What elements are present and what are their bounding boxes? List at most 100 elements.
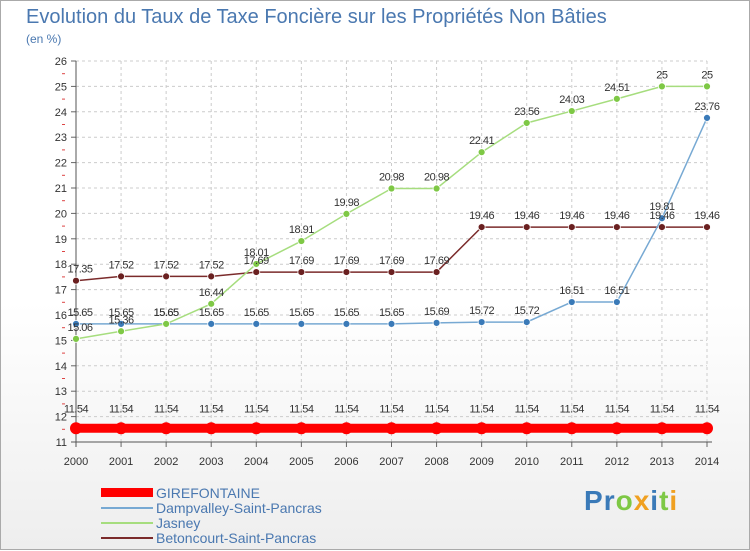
data-point xyxy=(567,298,576,306)
data-label: 11.54 xyxy=(695,403,720,415)
data-label: 19.98 xyxy=(334,197,359,209)
data-label: 15.72 xyxy=(469,305,494,317)
data-label: 15.36 xyxy=(109,314,134,326)
data-point xyxy=(252,319,261,328)
data-point xyxy=(162,272,171,281)
y-tick-label: 11 xyxy=(56,437,67,449)
data-label: 11.54 xyxy=(334,403,359,415)
x-tick-label: 2006 xyxy=(334,456,358,468)
data-label: 15.65 xyxy=(67,307,92,319)
data-point xyxy=(475,422,488,435)
legend-swatch xyxy=(101,507,153,509)
data-label: 17.69 xyxy=(334,255,359,267)
data-label: 15.65 xyxy=(154,307,179,319)
data-label: 11.54 xyxy=(199,403,224,415)
data-point xyxy=(115,422,128,435)
x-tick-label: 2000 xyxy=(64,456,88,468)
x-tick-label: 2008 xyxy=(424,456,448,468)
data-label: 15.65 xyxy=(154,307,179,319)
data-point xyxy=(567,107,576,115)
x-tick-label: 2003 xyxy=(199,456,223,468)
data-point xyxy=(297,319,306,328)
data-point xyxy=(432,318,441,327)
data-point xyxy=(701,422,713,435)
x-tick-label: 2007 xyxy=(379,456,403,468)
data-point xyxy=(387,184,396,193)
data-point xyxy=(610,422,623,435)
data-point xyxy=(612,223,621,232)
y-tick-label: 18 xyxy=(55,259,67,271)
data-label: 11.54 xyxy=(379,403,404,415)
data-label: 11.54 xyxy=(244,403,269,415)
y-tick-label: 22 xyxy=(55,158,67,170)
y-tick-label: 16 xyxy=(55,310,67,322)
data-label: 17.69 xyxy=(379,255,404,267)
data-label: 15.65 xyxy=(289,307,314,319)
data-label: 19.46 xyxy=(559,210,584,222)
y-tick-label: 19 xyxy=(55,234,67,246)
data-point xyxy=(250,422,263,435)
data-point xyxy=(342,210,351,218)
y-tick-label: 17 xyxy=(55,285,67,297)
data-point xyxy=(567,223,576,232)
data-point xyxy=(117,327,125,336)
y-tick-label: 12 xyxy=(55,412,67,424)
data-label: 15.69 xyxy=(424,306,449,318)
data-point xyxy=(207,319,216,328)
data-label: 15.65 xyxy=(379,307,404,319)
data-label: 15.65 xyxy=(244,307,269,319)
data-label: 19.46 xyxy=(694,210,719,222)
data-label: 17.35 xyxy=(67,264,92,276)
logo-letter: P xyxy=(584,485,604,516)
data-point xyxy=(703,82,711,91)
data-label: 11.54 xyxy=(515,403,540,415)
data-point xyxy=(342,319,351,328)
data-point xyxy=(72,334,80,343)
data-label: 11.54 xyxy=(470,403,495,415)
data-label: 17.52 xyxy=(154,259,179,271)
data-label: 18.91 xyxy=(289,224,314,236)
logo-letter: x xyxy=(633,485,651,516)
x-tick-label: 2002 xyxy=(154,456,178,468)
data-label: 11.54 xyxy=(64,403,89,415)
data-label: 11.54 xyxy=(289,403,314,415)
y-tick-label: 21 xyxy=(55,183,67,195)
y-tick-label: 24 xyxy=(55,107,67,119)
x-tick-label: 2004 xyxy=(244,456,268,468)
data-point xyxy=(658,82,666,91)
data-label: 17.52 xyxy=(109,259,134,271)
data-point xyxy=(522,119,531,127)
data-point xyxy=(432,268,441,276)
data-label: 11.54 xyxy=(650,403,675,415)
data-point xyxy=(612,298,621,306)
data-point xyxy=(72,276,80,285)
y-tick-label: 13 xyxy=(55,386,67,398)
y-axis-unit-label: (en %) xyxy=(26,32,62,46)
data-point xyxy=(477,318,486,327)
y-tick-label: 20 xyxy=(55,208,67,220)
data-point xyxy=(297,268,306,276)
data-point xyxy=(297,237,306,245)
legend-label: Betoncourt-Saint-Pancras xyxy=(156,530,317,546)
y-tick-label: 26 xyxy=(55,56,67,68)
logo-letter: i xyxy=(650,485,660,516)
data-point xyxy=(385,422,398,435)
x-tick-label: 2010 xyxy=(514,456,538,468)
x-tick-label: 2009 xyxy=(469,456,493,468)
data-point xyxy=(655,422,668,435)
legend-label: GIREFONTAINE xyxy=(156,485,260,501)
data-label: 16.44 xyxy=(199,287,224,299)
logo-letter: t xyxy=(659,485,670,516)
data-point xyxy=(477,148,486,157)
y-tick-label: 15 xyxy=(55,335,67,347)
data-point xyxy=(207,272,216,281)
proxiti-logo: Proxiti xyxy=(584,485,678,517)
data-point xyxy=(658,214,666,223)
data-label: 20.98 xyxy=(424,172,449,184)
data-point xyxy=(70,422,82,435)
data-label: 19.46 xyxy=(604,210,629,222)
data-label: 18.01 xyxy=(244,247,269,259)
y-tick-label: 25 xyxy=(55,81,67,93)
